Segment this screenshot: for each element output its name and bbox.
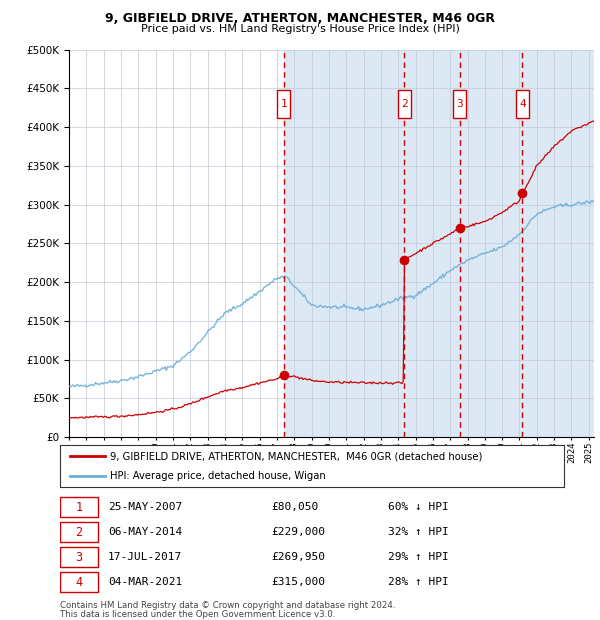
Text: Price paid vs. HM Land Registry's House Price Index (HPI): Price paid vs. HM Land Registry's House … — [140, 24, 460, 33]
Text: 17-JUL-2017: 17-JUL-2017 — [108, 552, 182, 562]
FancyBboxPatch shape — [398, 90, 410, 118]
Text: 60% ↓ HPI: 60% ↓ HPI — [388, 502, 448, 512]
Text: 28% ↑ HPI: 28% ↑ HPI — [388, 577, 448, 587]
FancyBboxPatch shape — [277, 90, 290, 118]
Text: 06-MAY-2014: 06-MAY-2014 — [108, 527, 182, 537]
FancyBboxPatch shape — [60, 547, 98, 567]
Text: HPI: Average price, detached house, Wigan: HPI: Average price, detached house, Wiga… — [110, 471, 326, 481]
FancyBboxPatch shape — [453, 90, 466, 118]
Text: 1: 1 — [280, 99, 287, 109]
Text: 9, GIBFIELD DRIVE, ATHERTON, MANCHESTER,  M46 0GR (detached house): 9, GIBFIELD DRIVE, ATHERTON, MANCHESTER,… — [110, 451, 483, 461]
Text: £229,000: £229,000 — [272, 527, 326, 537]
FancyBboxPatch shape — [60, 522, 98, 542]
FancyBboxPatch shape — [516, 90, 529, 118]
Text: £80,050: £80,050 — [272, 502, 319, 512]
FancyBboxPatch shape — [60, 572, 98, 592]
Text: 32% ↑ HPI: 32% ↑ HPI — [388, 527, 448, 537]
Text: 3: 3 — [76, 551, 82, 564]
Text: This data is licensed under the Open Government Licence v3.0.: This data is licensed under the Open Gov… — [60, 610, 335, 619]
Text: 4: 4 — [519, 99, 526, 109]
FancyBboxPatch shape — [60, 497, 98, 518]
Text: 25-MAY-2007: 25-MAY-2007 — [108, 502, 182, 512]
Text: £315,000: £315,000 — [272, 577, 326, 587]
Text: 2: 2 — [76, 526, 82, 539]
Text: 3: 3 — [456, 99, 463, 109]
Text: 4: 4 — [76, 575, 82, 588]
Text: 2: 2 — [401, 99, 407, 109]
Text: 04-MAR-2021: 04-MAR-2021 — [108, 577, 182, 587]
Text: 9, GIBFIELD DRIVE, ATHERTON, MANCHESTER, M46 0GR: 9, GIBFIELD DRIVE, ATHERTON, MANCHESTER,… — [105, 12, 495, 25]
Text: 1: 1 — [76, 501, 82, 513]
Text: £269,950: £269,950 — [272, 552, 326, 562]
Text: Contains HM Land Registry data © Crown copyright and database right 2024.: Contains HM Land Registry data © Crown c… — [60, 601, 395, 611]
Bar — [284, 50, 600, 437]
Text: 29% ↑ HPI: 29% ↑ HPI — [388, 552, 448, 562]
